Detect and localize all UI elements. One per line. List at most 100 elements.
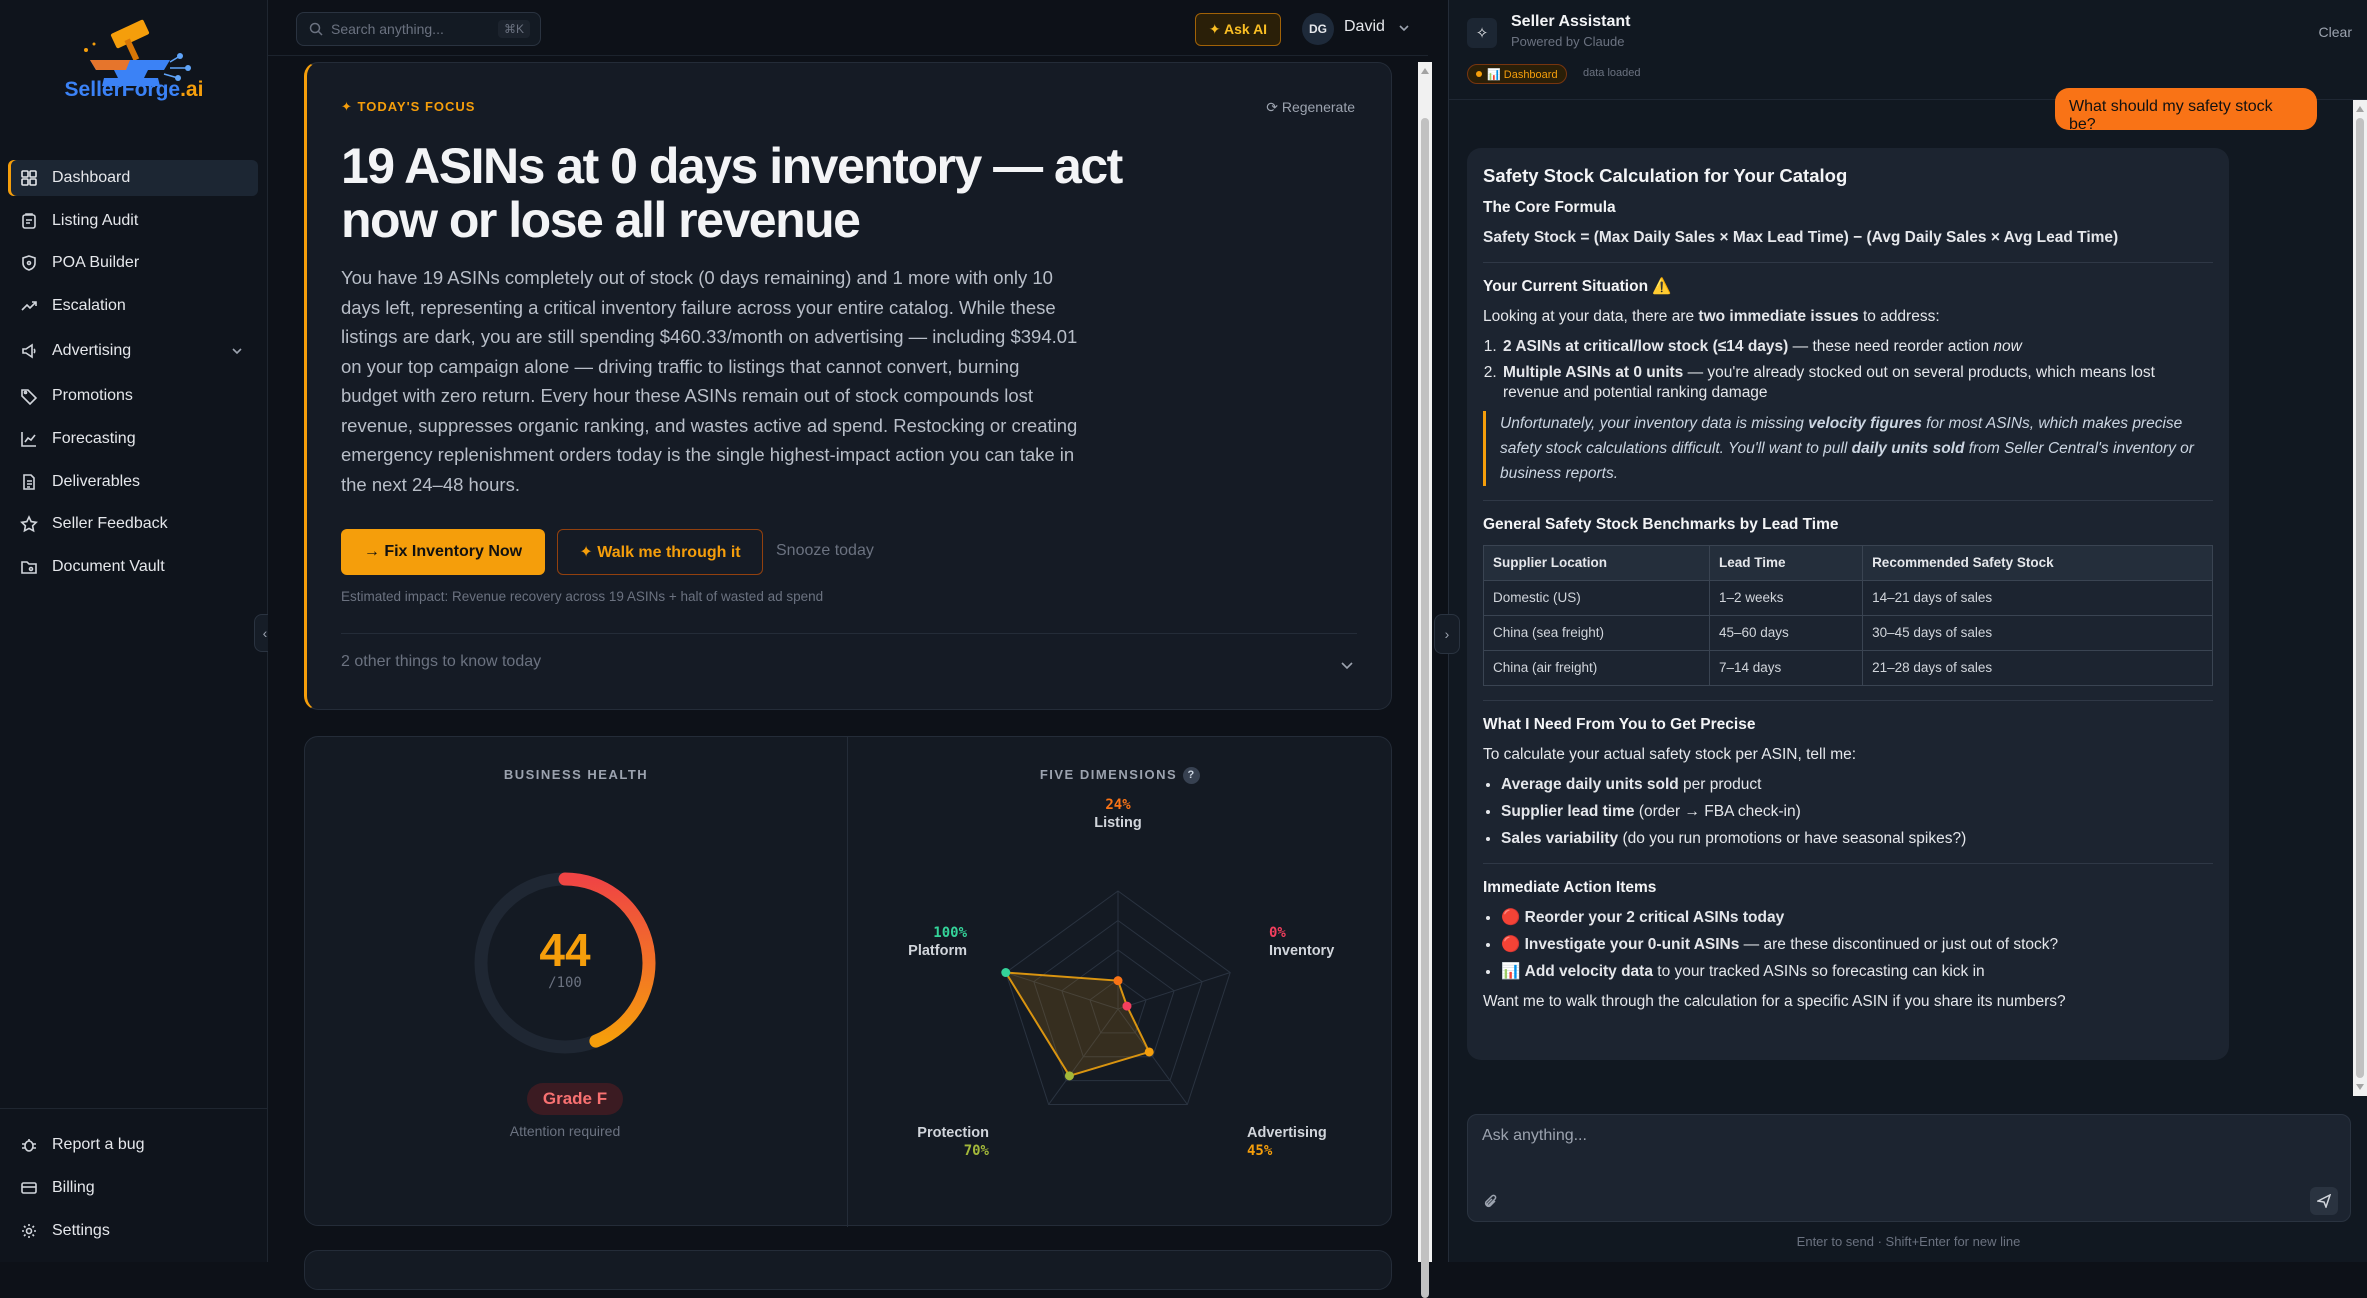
list-item: Multiple ASINs at 0 units — you're alrea… xyxy=(1501,363,2213,403)
sidebar-item-label: Settings xyxy=(52,1222,110,1239)
fix-inventory-button[interactable]: → Fix Inventory Now xyxy=(341,529,545,575)
brand-name: SellerForge.ai xyxy=(0,78,268,102)
table-cell: Domestic (US) xyxy=(1483,580,1710,616)
five-dimensions-radar: Listing 24% Inventory 0% Advertising 45% Prote… xyxy=(908,797,1334,1159)
sidebar-item-dashboard[interactable]: Dashboard xyxy=(8,160,258,196)
send-button[interactable] xyxy=(2310,1187,2338,1215)
scroll-up-arrow[interactable] xyxy=(1421,68,1429,74)
sidebar-item-billing[interactable]: Billing xyxy=(8,1170,258,1206)
text: to your tracked ASINs so forecasting can… xyxy=(1652,963,1985,980)
table-cell: China (sea freight) xyxy=(1483,615,1710,651)
assistant-panel: ✧ Seller Assistant Powered by Claude Cle… xyxy=(1448,0,2367,1262)
text: for most ASINs, which makes precise safe… xyxy=(1500,415,2183,457)
chat-scrollbar[interactable] xyxy=(2353,100,2367,1096)
clipboard-icon xyxy=(22,213,36,229)
paperclip-icon[interactable] xyxy=(1482,1193,1500,1211)
divider xyxy=(1483,500,2213,501)
megaphone-icon xyxy=(22,343,36,359)
sidebar-item-listing-audit[interactable]: Listing Audit xyxy=(8,203,258,239)
five-dimensions-title: FIVE DIMENSIONS xyxy=(1039,767,1178,782)
sidebar-item-escalation[interactable]: Escalation xyxy=(8,288,258,324)
help-icon[interactable]: ? xyxy=(1183,767,1201,785)
user-name[interactable]: David xyxy=(1344,18,1385,35)
radar-grid-ring xyxy=(1089,978,1147,1034)
search-input[interactable]: Search anything... ⌘K xyxy=(296,12,541,46)
chevron-down-icon[interactable] xyxy=(230,344,244,358)
health-score: 44 xyxy=(539,924,591,976)
todays-focus-card: ✦ TODAY'S FOCUS ⟳ Regenerate 19 ASINs at… xyxy=(304,62,1392,710)
bar-chart-icon: 📊 xyxy=(1501,963,1521,980)
table-cell: 30–45 days of sales xyxy=(1862,615,2213,651)
sidebar-item-document-vault[interactable]: Document Vault xyxy=(8,549,258,585)
regenerate-button[interactable]: ⟳ Regenerate xyxy=(1266,99,1355,116)
closing: Want me to walk through the calculation … xyxy=(1483,993,2066,1010)
walk-me-through-button[interactable]: ✦ Walk me through it xyxy=(557,529,763,575)
sidebar-item-poa-builder[interactable]: POA Builder xyxy=(8,245,258,281)
avatar[interactable]: DG xyxy=(1302,13,1334,45)
text: Looking at your data, there are xyxy=(1483,308,1699,325)
sidebar-item-promotions[interactable]: Promotions xyxy=(8,378,258,414)
radar-series-area xyxy=(1003,971,1151,1078)
issues-list: 2 ASINs at critical/low stock (≤14 days)… xyxy=(1501,337,2213,403)
health-status: Attention required xyxy=(509,1123,621,1139)
main-scrollbar-thumb[interactable] xyxy=(1421,118,1429,1298)
logo-anvil-icon xyxy=(84,19,191,86)
text-bold: velocity figures xyxy=(1808,415,1922,432)
scroll-down-arrow[interactable] xyxy=(2356,1084,2364,1090)
search-icon xyxy=(309,22,323,36)
assistant-header: ✧ Seller Assistant Powered by Claude Cle… xyxy=(1449,0,2367,100)
sidebar-item-label: Forecasting xyxy=(52,430,136,447)
chevron-down-icon[interactable] xyxy=(1339,657,1355,673)
clear-button[interactable]: Clear xyxy=(2318,24,2352,40)
table-row: China (sea freight) 45–60 days 30–45 days … xyxy=(1483,615,2213,651)
sidebar-item-settings[interactable]: Settings xyxy=(8,1213,258,1249)
search-shortcut: ⌘K xyxy=(497,20,530,38)
text-bold: daily units sold xyxy=(1851,440,1965,457)
brand-primary: SellerForge xyxy=(64,78,181,101)
sidebar-item-label: Listing Audit xyxy=(52,212,139,229)
radar-grid-ring xyxy=(1005,890,1231,1105)
sidebar-item-forecasting[interactable]: Forecasting xyxy=(8,421,258,457)
dashboard-icon xyxy=(21,170,37,186)
sidebar-item-seller-feedback[interactable]: Seller Feedback xyxy=(8,506,258,542)
red-circle-icon: 🔴 xyxy=(1501,936,1521,953)
main-content: Search anything... ⌘K ✦ Ask AI DG David … xyxy=(268,0,1432,1298)
list-item: 🔴 Reorder your 2 critical ASINs today xyxy=(1501,908,2213,928)
search-placeholder: Search anything... xyxy=(331,21,444,37)
bug-icon xyxy=(22,1139,36,1152)
sidebar-item-report-bug[interactable]: Report a bug xyxy=(8,1127,258,1163)
gear-icon xyxy=(22,1224,36,1238)
radar-point-listing xyxy=(1113,976,1123,986)
reply-heading: Immediate Action Items xyxy=(1483,879,1657,896)
estimated-impact: Estimated impact: Revenue recovery acros… xyxy=(341,589,824,604)
list-item: 📊 Add velocity data to your tracked ASIN… xyxy=(1501,962,2213,982)
main-scrollbar[interactable] xyxy=(1418,62,1432,1298)
radar-label-inventory: Inventory xyxy=(1269,943,1334,959)
other-things-toggle[interactable]: 2 other things to know today xyxy=(341,653,542,670)
radar-point-protection xyxy=(1064,1071,1074,1081)
snooze-button[interactable]: Snooze today xyxy=(776,542,874,559)
chevron-left-icon: ‹ xyxy=(262,625,268,641)
chat-scrollbar-thumb[interactable] xyxy=(2356,118,2364,1078)
radar-axis xyxy=(1005,972,1119,1010)
chevron-down-icon[interactable] xyxy=(1398,22,1410,34)
text: — these need reorder action xyxy=(1788,338,1994,355)
reply-heading: The Core Formula xyxy=(1483,199,1616,216)
red-circle-icon: 🔴 xyxy=(1501,909,1521,926)
tag-icon xyxy=(21,389,38,405)
table-header: Supplier Location xyxy=(1483,545,1710,581)
ask-ai-button[interactable]: ✦ Ask AI xyxy=(1195,13,1281,46)
sidebar-item-advertising[interactable]: Advertising xyxy=(8,333,258,369)
table-header: Recommended Safety Stock xyxy=(1862,545,2213,581)
folder-icon xyxy=(21,561,37,574)
scroll-up-arrow[interactable] xyxy=(2356,106,2364,112)
line-chart-icon xyxy=(21,432,36,447)
table-cell: 21–28 days of sales xyxy=(1862,650,2213,686)
text: (order → FBA check-in) xyxy=(1634,803,1801,820)
sidebar-item-deliverables[interactable]: Deliverables xyxy=(8,464,258,500)
divider xyxy=(847,737,848,1227)
context-chip[interactable]: 📊 Dashboard xyxy=(1467,64,1567,84)
assistant-collapse-button[interactable]: › xyxy=(1434,614,1460,654)
chat-input[interactable] xyxy=(1482,1127,2322,1157)
radar-label-platform: Platform xyxy=(908,943,967,959)
